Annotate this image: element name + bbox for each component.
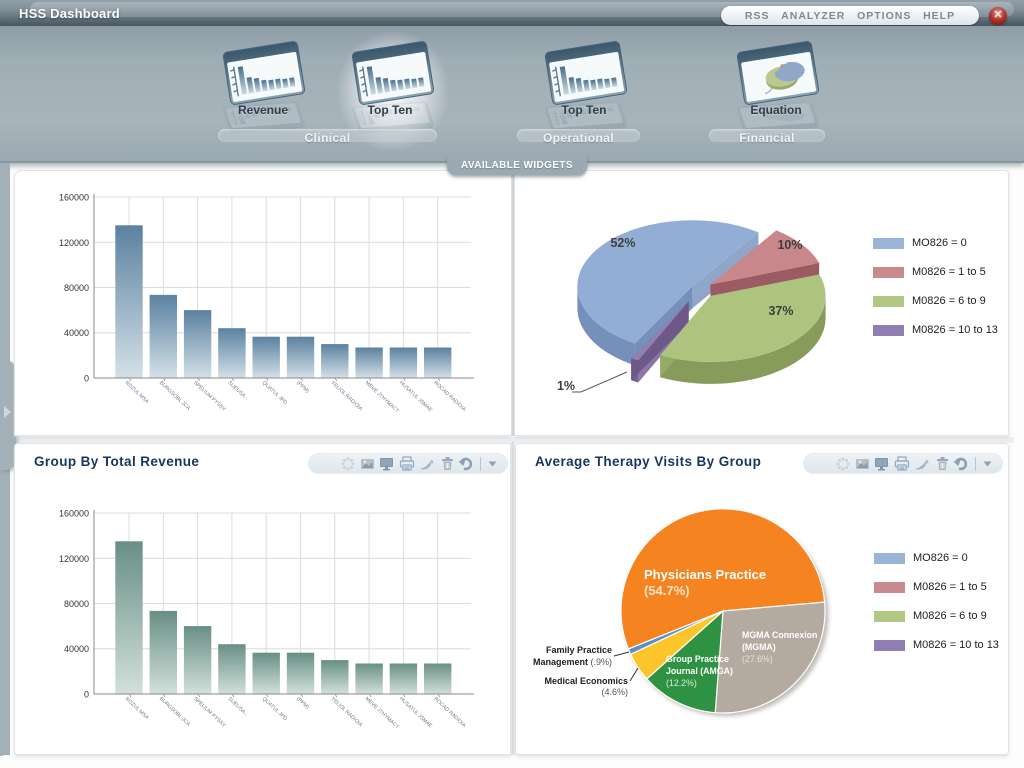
svg-text:Management (.9%): Management (.9%) [533,657,612,667]
svg-text:Journal (AMGA): Journal (AMGA) [666,666,733,676]
svg-text:QUATUL JPD: QUATUL JPD [261,380,288,406]
svg-text:Group Practice: Group Practice [666,654,729,664]
svg-text:(MGMA): (MGMA) [742,642,776,652]
svg-text:Medical Economics: Medical Economics [544,676,628,686]
svg-text:QUATUL JPD: QUATUL JPD [261,696,288,722]
svg-text:(54.7%): (54.7%) [644,583,690,598]
svg-text:ROZUL MSA: ROZUL MSA [124,380,150,405]
svg-text:MEVE JTHYMACT: MEVE JTHYMACT [364,696,401,731]
svg-text:ROCAD RADIOIA: ROCAD RADIOIA [432,696,467,729]
svg-text:160000: 160000 [59,509,89,519]
svg-text:80000: 80000 [64,599,89,609]
svg-text:BURGSOBL JCA: BURGSOBL JCA [158,380,192,412]
svg-text:40000: 40000 [64,328,89,338]
svg-text:0: 0 [84,690,89,700]
svg-text:BURGSOBL JCA: BURGSOBL JCA [158,696,192,728]
svg-text:0: 0 [84,374,89,384]
svg-text:(4.6%): (4.6%) [601,687,628,697]
svg-text:10%: 10% [777,238,802,252]
svg-text:HUSATUL JSMAE: HUSATUL JSMAE [398,696,433,730]
svg-text:160000: 160000 [59,193,89,203]
svg-text:40000: 40000 [64,644,89,654]
svg-text:HUSATUL JSMAE: HUSATUL JSMAE [398,380,433,414]
svg-text:YELIOL RADIOIA: YELIOL RADIOIA [329,380,363,413]
svg-text:Physicians Practice: Physicians Practice [644,567,766,582]
svg-text:(PPM): (PPM) [295,696,310,711]
svg-text:ROZUL MSA: ROZUL MSA [124,696,150,721]
svg-text:MGMA Connexion: MGMA Connexion [742,630,817,640]
svg-text:120000: 120000 [59,554,89,564]
svg-text:MEVE JTHYMACT: MEVE JTHYMACT [364,380,401,415]
svg-text:SUEUSA...: SUEUSA... [227,380,250,402]
svg-text:SPELIUM PYSSY: SPELIUM PYSSY [192,380,227,413]
svg-text:(12.2%): (12.2%) [666,678,697,688]
svg-text:80000: 80000 [64,283,89,293]
svg-text:52%: 52% [610,236,635,250]
svg-text:Family Practice: Family Practice [546,645,612,655]
svg-text:SUEUSA...: SUEUSA... [227,696,250,718]
svg-text:(27.6%): (27.6%) [742,654,773,664]
svg-text:120000: 120000 [59,238,89,248]
svg-text:SPELIUM PYSSY: SPELIUM PYSSY [192,696,227,729]
svg-text:ROCAD RADIOIA: ROCAD RADIOIA [432,380,467,413]
svg-text:37%: 37% [768,304,793,318]
svg-text:1%: 1% [557,379,575,393]
svg-text:YELIOL RADIOIA: YELIOL RADIOIA [329,696,363,729]
svg-text:(PPM): (PPM) [295,380,310,395]
